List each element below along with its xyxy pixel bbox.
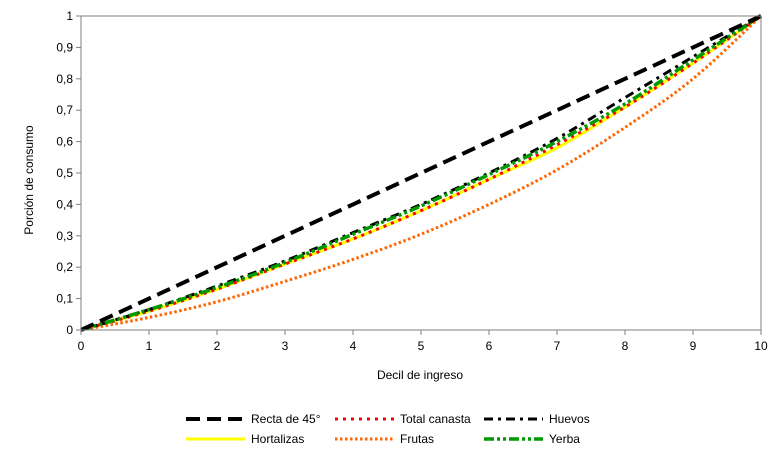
axes: 0 1 2 3 4 5 6 7 8 9 10 0 0,1 0,2 0,3 0,4 0,5 0,6 0,7 0,8 0,9…: [56, 9, 768, 353]
legend-label: Hortalizas: [251, 432, 304, 446]
legend-label: Frutas: [400, 432, 434, 446]
y-tick-label: 0,8: [56, 72, 73, 86]
legend-item-total-canasta: Total canasta: [335, 412, 471, 426]
y-tick-label: 0,6: [56, 135, 73, 149]
y-tick-label: 0,7: [56, 103, 73, 117]
y-tick-label: 0,5: [56, 166, 73, 180]
x-tick-label: 3: [282, 339, 289, 353]
legend-item-hortalizas: Hortalizas: [186, 432, 304, 446]
x-tick-label: 9: [690, 339, 697, 353]
series-line-huevos: [80, 14, 762, 332]
x-tick-label: 1: [146, 339, 153, 353]
y-tick-label: 0,4: [56, 197, 73, 211]
legend: Recta de 45° Total canasta Huevos Hortaliza…: [186, 412, 590, 446]
series-line-total-canasta: [80, 14, 762, 332]
legend-label: Recta de 45°: [251, 412, 321, 426]
legend-item-frutas: Frutas: [335, 432, 434, 446]
x-tick-label: 6: [486, 339, 493, 353]
x-tick-label: 5: [418, 339, 425, 353]
y-tick-label: 0,3: [56, 229, 73, 243]
legend-label: Huevos: [549, 412, 590, 426]
x-tick-label: 8: [622, 339, 629, 353]
x-tick-label: 10: [754, 339, 768, 353]
series-line-recta-de-45: [80, 14, 762, 332]
legend-item-yerba: Yerba: [484, 432, 580, 446]
legend-item-huevos: Huevos: [484, 412, 590, 426]
y-tick-label: 1: [66, 9, 73, 23]
x-tick-label: 2: [214, 339, 221, 353]
series-line-frutas: [80, 14, 763, 332]
y-tick-label: 0: [66, 323, 73, 337]
y-tick-label: 0,2: [56, 260, 73, 274]
y-tick-label: 0,9: [56, 40, 73, 54]
legend-item-recta-de-45: Recta de 45°: [186, 412, 321, 426]
legend-label: Yerba: [549, 432, 580, 446]
x-tick-label: 7: [554, 339, 561, 353]
y-tick-label: 0,1: [56, 292, 73, 306]
y-axis-title: Porción de consumo: [22, 125, 36, 235]
x-tick-label: 4: [350, 339, 357, 353]
x-tick-label: 0: [78, 339, 85, 353]
legend-label: Total canasta: [400, 412, 471, 426]
x-axis-title: Decil de ingreso: [377, 368, 463, 382]
plot-area: [80, 14, 763, 332]
